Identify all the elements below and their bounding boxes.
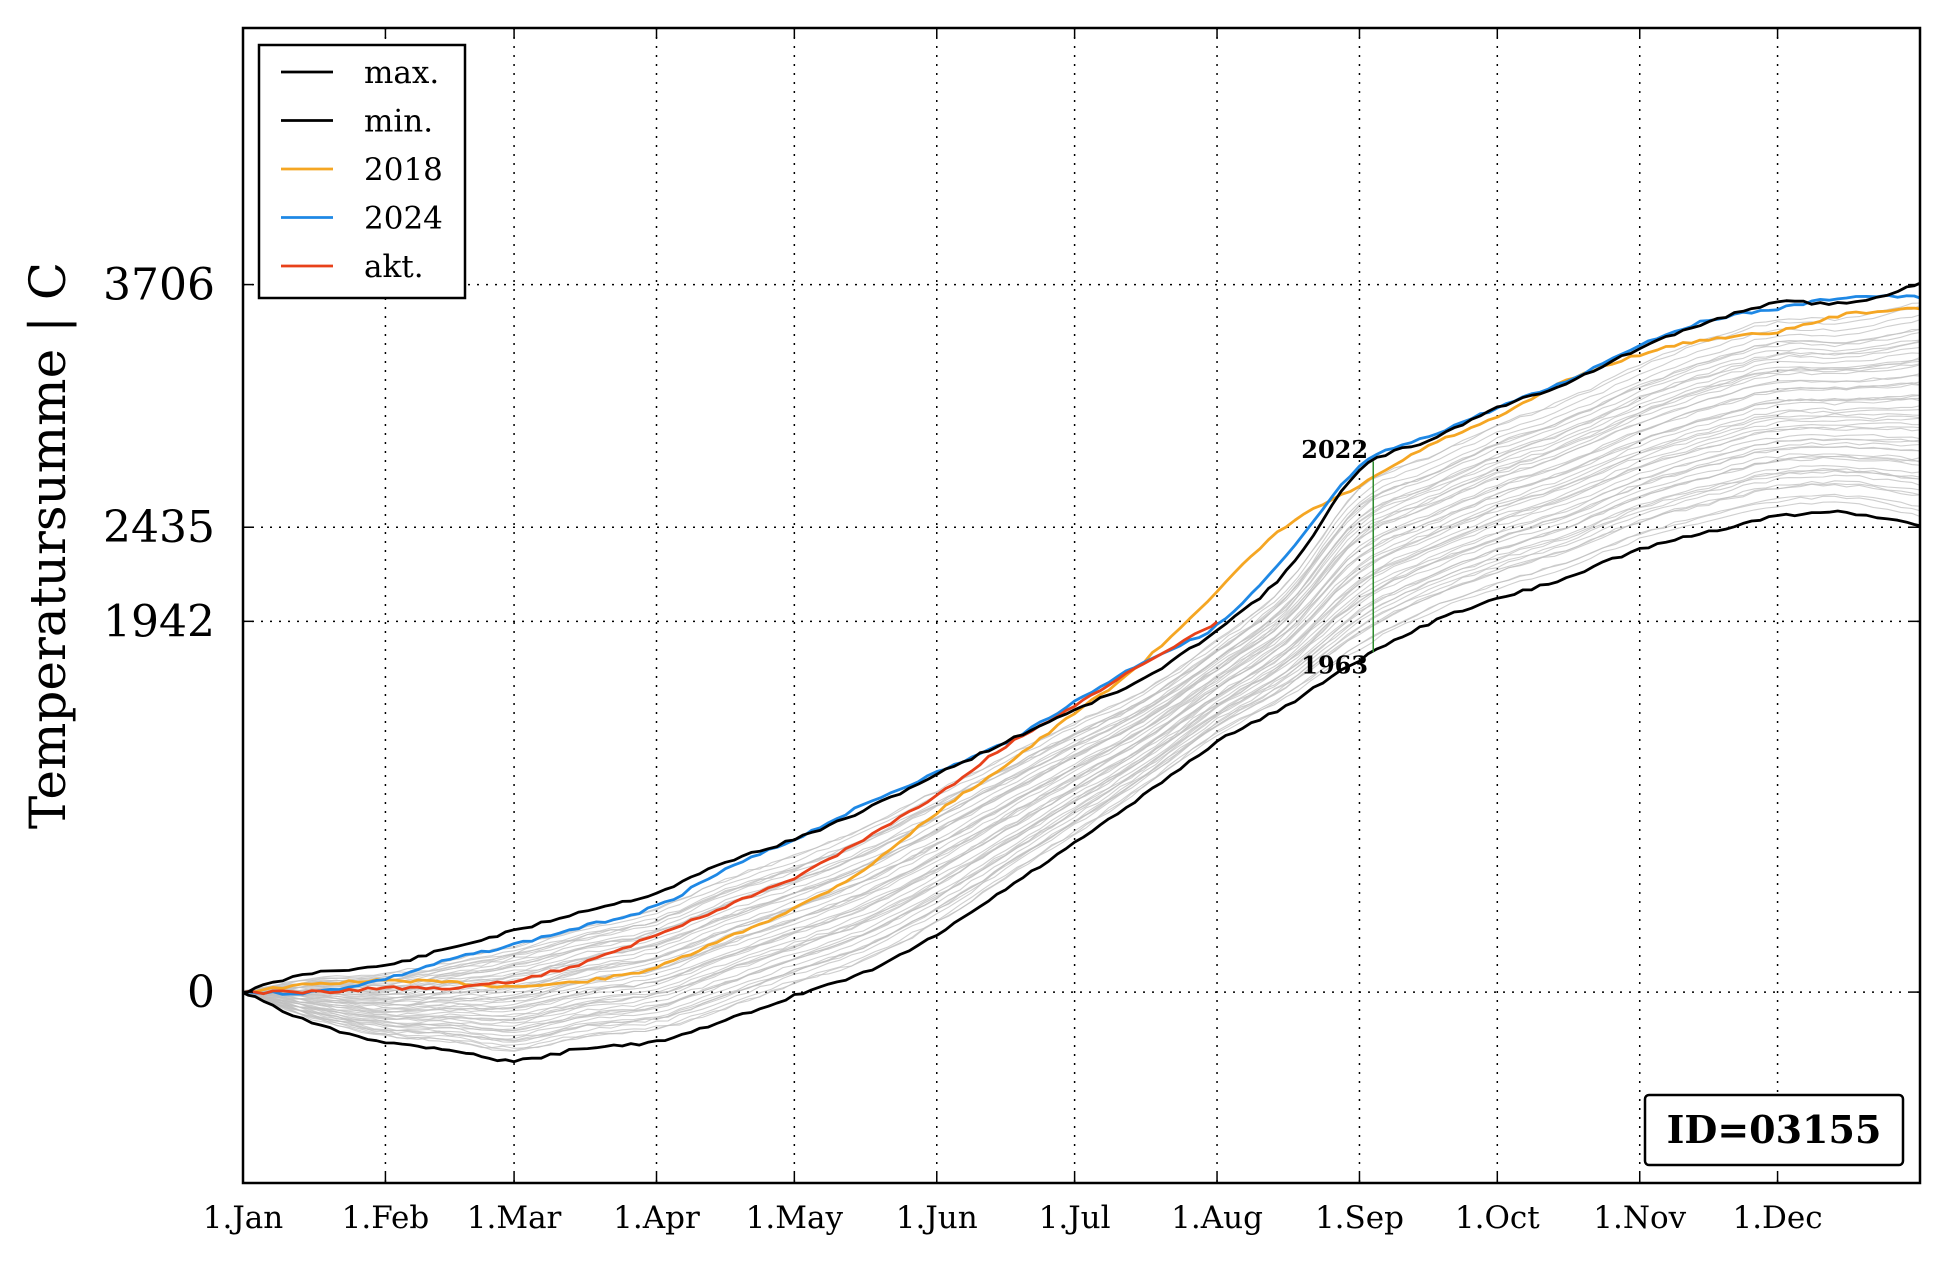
x-tick-label: 1.Nov: [1593, 1200, 1686, 1236]
other-years-lines: [242, 302, 1921, 1052]
other-year-line: [242, 438, 1921, 1017]
series-line-1: [242, 509, 1921, 1064]
station-id-box: ID=03155: [1643, 1093, 1905, 1167]
other-year-line: [242, 356, 1921, 993]
legend-label: 2024: [364, 201, 443, 237]
annotation-label: 1963: [1301, 651, 1368, 680]
x-tick-label: 1.Oct: [1455, 1200, 1540, 1236]
other-year-line: [242, 434, 1921, 1011]
x-tick-label: 1.Jun: [896, 1200, 978, 1236]
other-year-line: [242, 405, 1921, 1006]
other-year-line: [242, 364, 1921, 996]
other-year-line: [242, 398, 1921, 1007]
other-year-line: [242, 352, 1921, 993]
other-year-line: [242, 374, 1921, 994]
other-year-line: [242, 483, 1921, 1041]
legend-label: max.: [364, 55, 439, 91]
other-year-line: [242, 360, 1921, 994]
x-tick-label: 1.Apr: [613, 1200, 700, 1236]
series-line-4: [242, 620, 1218, 996]
other-year-line: [242, 341, 1921, 995]
other-year-line: [242, 480, 1921, 1046]
other-year-line: [242, 495, 1921, 1049]
y-axis-label: Temperatursumme | C: [19, 262, 77, 829]
other-year-line: [242, 445, 1921, 1018]
annotation-label: 2022: [1301, 435, 1368, 464]
legend-label: min.: [364, 104, 433, 140]
other-year-line: [242, 438, 1921, 1022]
legend-label: 2018: [364, 152, 443, 188]
other-year-line: [242, 493, 1921, 1052]
series-line-2: [242, 306, 1921, 995]
other-year-line: [242, 339, 1921, 994]
legend-label: akt.: [364, 249, 424, 285]
other-year-line: [242, 358, 1921, 995]
other-year-line: [242, 373, 1921, 994]
id-label: ID=03155: [1667, 1107, 1882, 1152]
x-tick-label: 1.Feb: [342, 1200, 430, 1236]
id-box-frame: [1643, 1093, 1905, 1167]
other-year-line: [242, 417, 1921, 1014]
other-year-line: [242, 474, 1921, 1042]
other-year-line: [242, 331, 1921, 992]
other-year-line: [242, 465, 1921, 1032]
series-line-3: [242, 293, 1921, 996]
x-tick-label: 1.May: [746, 1200, 844, 1236]
legend-box: [257, 43, 467, 300]
other-year-line: [242, 501, 1921, 1052]
other-year-line: [242, 468, 1921, 1031]
y-tick-label: 0: [187, 967, 215, 1018]
y-tick-label: 1942: [103, 596, 215, 647]
annotations: 2022 1963: [1301, 435, 1375, 680]
x-tick-label: 1.Sep: [1315, 1200, 1404, 1236]
other-year-line: [242, 425, 1921, 1010]
x-tick-label: 1.Dec: [1732, 1200, 1822, 1236]
other-year-line: [242, 456, 1921, 1027]
other-year-line: [242, 453, 1921, 1021]
other-year-line: [242, 328, 1921, 993]
other-year-line: [242, 328, 1921, 994]
other-year-line: [242, 415, 1921, 1006]
other-year-line: [242, 483, 1921, 1040]
other-year-line: [242, 302, 1921, 992]
plot-frame: [241, 26, 1922, 1185]
other-year-line: [242, 305, 1921, 993]
legend: max. min. 2018 2024 akt.: [257, 43, 467, 300]
x-tick-label: 1.Mar: [467, 1200, 562, 1236]
other-year-line: [242, 314, 1921, 992]
other-year-line: [242, 319, 1921, 994]
other-year-line: [242, 340, 1921, 992]
x-tick-label: 1.Jan: [203, 1200, 283, 1236]
other-year-line: [242, 413, 1921, 1005]
series-lines: [242, 281, 1921, 1064]
x-tick-label: 1.Jul: [1039, 1200, 1111, 1236]
y-tick-label: 2435: [103, 502, 215, 553]
y-tick-label: 3706: [103, 260, 215, 311]
axis-ticks: 1.Jan 1.Feb 1.Mar 1.Apr 1.May 1.Jun 1.Jul 1.Aug…: [103, 28, 1920, 1236]
other-year-line: [242, 346, 1921, 993]
x-tick-label: 1.Aug: [1171, 1200, 1263, 1236]
grid-lines: [243, 28, 1920, 1183]
series-line-0: [242, 281, 1921, 994]
